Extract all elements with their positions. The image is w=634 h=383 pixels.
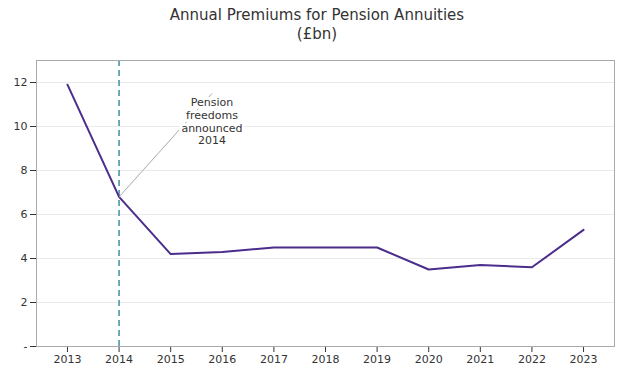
svg-text:6: 6 [21,208,28,221]
svg-text:2021: 2021 [466,353,494,366]
svg-text:2014: 2014 [105,353,133,366]
svg-text:8: 8 [21,164,28,177]
html-text:Annual Premiums for Pension An: Annual Premiums for Pension Annuities (£… [169,6,465,43]
svg-text:2019: 2019 [363,353,391,366]
svg-text:2023: 2023 [570,353,598,366]
svg-text:2: 2 [21,296,28,309]
svg-text:4: 4 [21,252,28,265]
svg-text:2017: 2017 [260,353,288,366]
svg-text:12: 12 [14,76,28,89]
svg-text:10: 10 [14,120,28,133]
svg-text:-: - [24,340,28,353]
svg-text:Pensionfreedomsannounced2014: Pensionfreedomsannounced2014 [181,96,242,147]
svg-text:2018: 2018 [312,353,340,366]
svg-text:2016: 2016 [208,353,236,366]
svg-text:2015: 2015 [157,353,185,366]
svg-text:2022: 2022 [518,353,546,366]
svg-text:2020: 2020 [415,353,443,366]
svg-text:2013: 2013 [53,353,81,366]
